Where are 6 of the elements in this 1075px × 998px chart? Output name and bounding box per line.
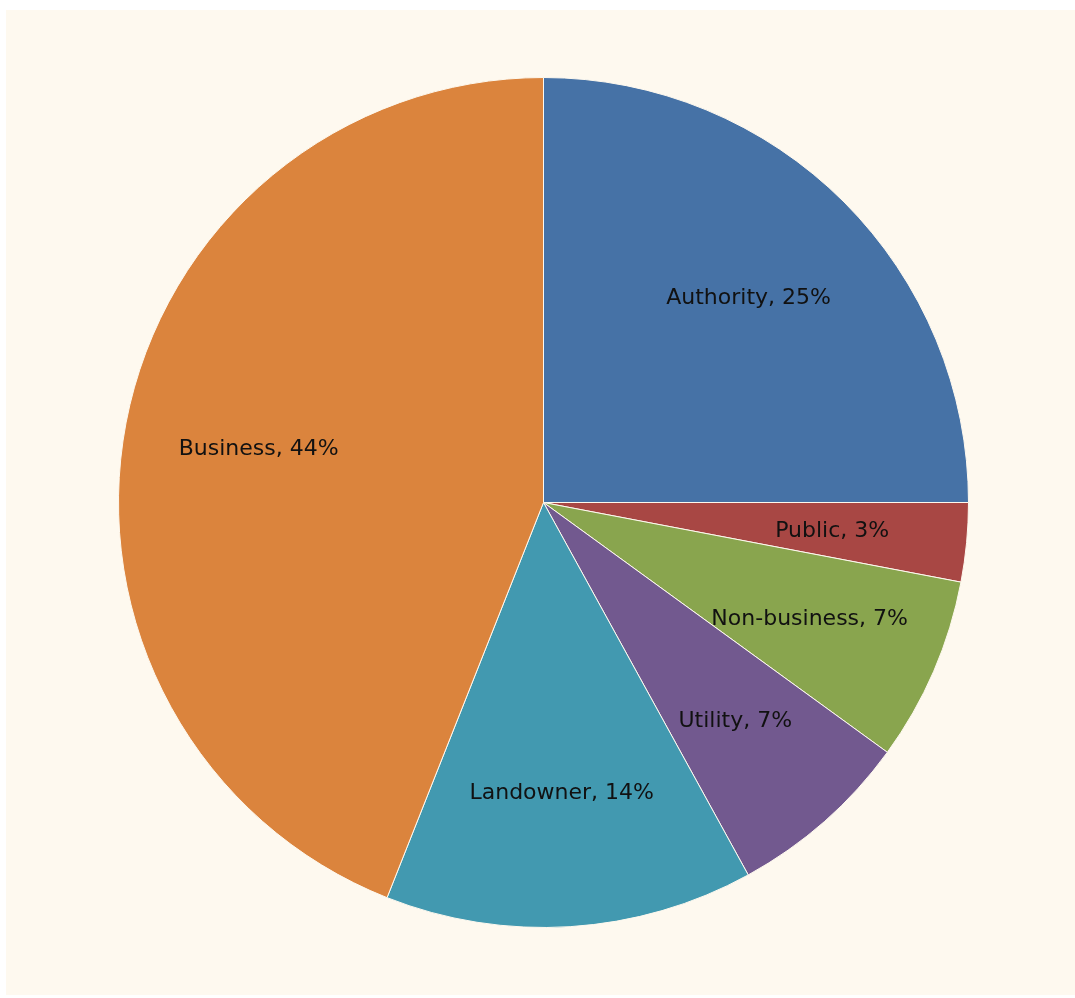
slice-label: Business, 44% (178, 435, 339, 461)
slice-label: Authority, 25% (666, 284, 831, 310)
slice-label: Landowner, 14% (469, 778, 654, 804)
slice-label: Public, 3% (775, 516, 890, 542)
slice-label: Non-business, 7% (711, 604, 908, 630)
slice-label: Utility, 7% (678, 707, 793, 733)
